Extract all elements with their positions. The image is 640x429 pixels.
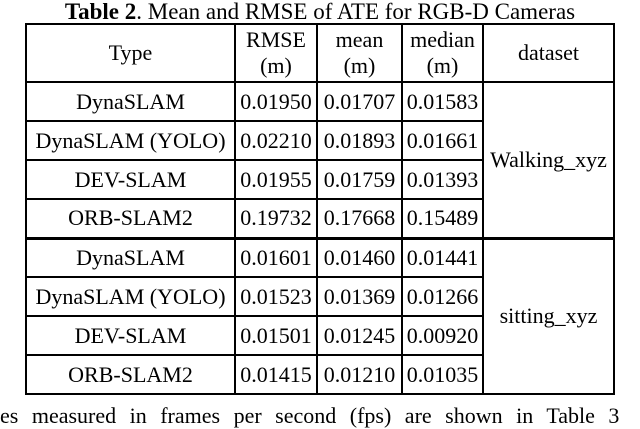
table-row: DynaSLAM (YOLO) 0.01523 0.01369 0.01266	[25, 276, 614, 317]
table-row: DynaSLAM (YOLO) 0.02210 0.01893 0.01661	[25, 120, 614, 161]
cell-mean: 0.01893	[316, 120, 403, 161]
column-header-median-line1: median	[410, 27, 475, 52]
column-header-mean: mean (m)	[316, 23, 403, 83]
cell-rmse: 0.01601	[234, 236, 318, 278]
cell-type: DynaSLAM (YOLO)	[25, 120, 236, 161]
header-row: Type RMSE (m) mean (m) median (m) datase…	[25, 23, 615, 83]
table-row: DynaSLAM 0.01950 0.01707 0.01583 Walking…	[25, 81, 615, 239]
table-row: DEV-SLAM 0.01501 0.01245 0.00920	[25, 315, 614, 356]
column-header-dataset: dataset	[482, 23, 615, 83]
cell-dataset-sitting-xyz: sitting_xyz	[482, 236, 615, 395]
cell-rmse: 0.01415	[234, 354, 318, 395]
table-caption: Table 2. Mean and RMSE of ATE for RGB-D …	[0, 0, 640, 24]
table-row: ORB-SLAM2 0.01415 0.01210 0.01035	[25, 354, 614, 395]
cell-mean: 0.01759	[316, 159, 403, 200]
cell-rmse: 0.01523	[234, 276, 318, 317]
table-caption-text: . Mean and RMSE of ATE for RGB-D Cameras	[136, 0, 576, 24]
column-header-rmse: RMSE (m)	[234, 23, 318, 83]
cell-median: 0.01441	[401, 236, 484, 278]
body-text-fragment: es measured in frames per second (fps) a…	[0, 403, 620, 428]
cell-median: 0.00920	[401, 315, 484, 356]
cell-type: DynaSLAM	[25, 236, 236, 278]
cell-type: ORB-SLAM2	[25, 198, 236, 239]
cell-median: 0.01035	[401, 354, 484, 395]
cell-type: DynaSLAM (YOLO)	[25, 276, 236, 317]
cell-median: 0.15489	[401, 198, 484, 239]
cell-rmse: 0.01501	[234, 315, 318, 356]
table-row: DEV-SLAM 0.01955 0.01759 0.01393	[25, 159, 614, 200]
table-caption-number: Table 2	[64, 0, 137, 24]
cell-mean: 0.01369	[316, 276, 403, 317]
cell-type: DEV-SLAM	[25, 315, 236, 356]
column-header-median: median (m)	[401, 23, 484, 83]
cell-mean: 0.01245	[316, 315, 403, 356]
cell-type: DEV-SLAM	[25, 159, 236, 200]
cell-rmse: 0.02210	[234, 120, 318, 161]
table-row: ORB-SLAM2 0.19732 0.17668 0.15489	[25, 198, 614, 239]
cell-type: ORB-SLAM2	[25, 354, 236, 395]
cell-mean: 0.01707	[316, 81, 403, 122]
cell-mean: 0.17668	[316, 198, 403, 239]
column-header-type: Type	[25, 23, 236, 83]
column-header-mean-line2: (m)	[343, 53, 376, 78]
cell-mean: 0.01460	[316, 236, 403, 278]
cell-dataset-walking-xyz: Walking_xyz	[482, 81, 615, 239]
column-header-mean-line1: mean	[335, 27, 384, 52]
table-row: DynaSLAM 0.01601 0.01460 0.01441 sitting…	[25, 236, 615, 395]
column-header-rmse-line1: RMSE	[246, 27, 306, 52]
cell-rmse: 0.01955	[234, 159, 318, 200]
column-header-rmse-line2: (m)	[260, 53, 292, 78]
column-header-median-line2: (m)	[426, 53, 459, 78]
cell-rmse: 0.01950	[234, 81, 318, 122]
cell-mean: 0.01210	[316, 354, 403, 395]
cell-median: 0.01583	[401, 81, 484, 122]
cell-rmse: 0.19732	[234, 198, 318, 239]
cell-type: DynaSLAM	[25, 81, 236, 122]
ate-results-table: Type RMSE (m) mean (m) median (m) datase…	[25, 23, 615, 395]
cell-median: 0.01661	[401, 120, 484, 161]
cell-median: 0.01393	[401, 159, 484, 200]
cell-median: 0.01266	[401, 276, 484, 317]
